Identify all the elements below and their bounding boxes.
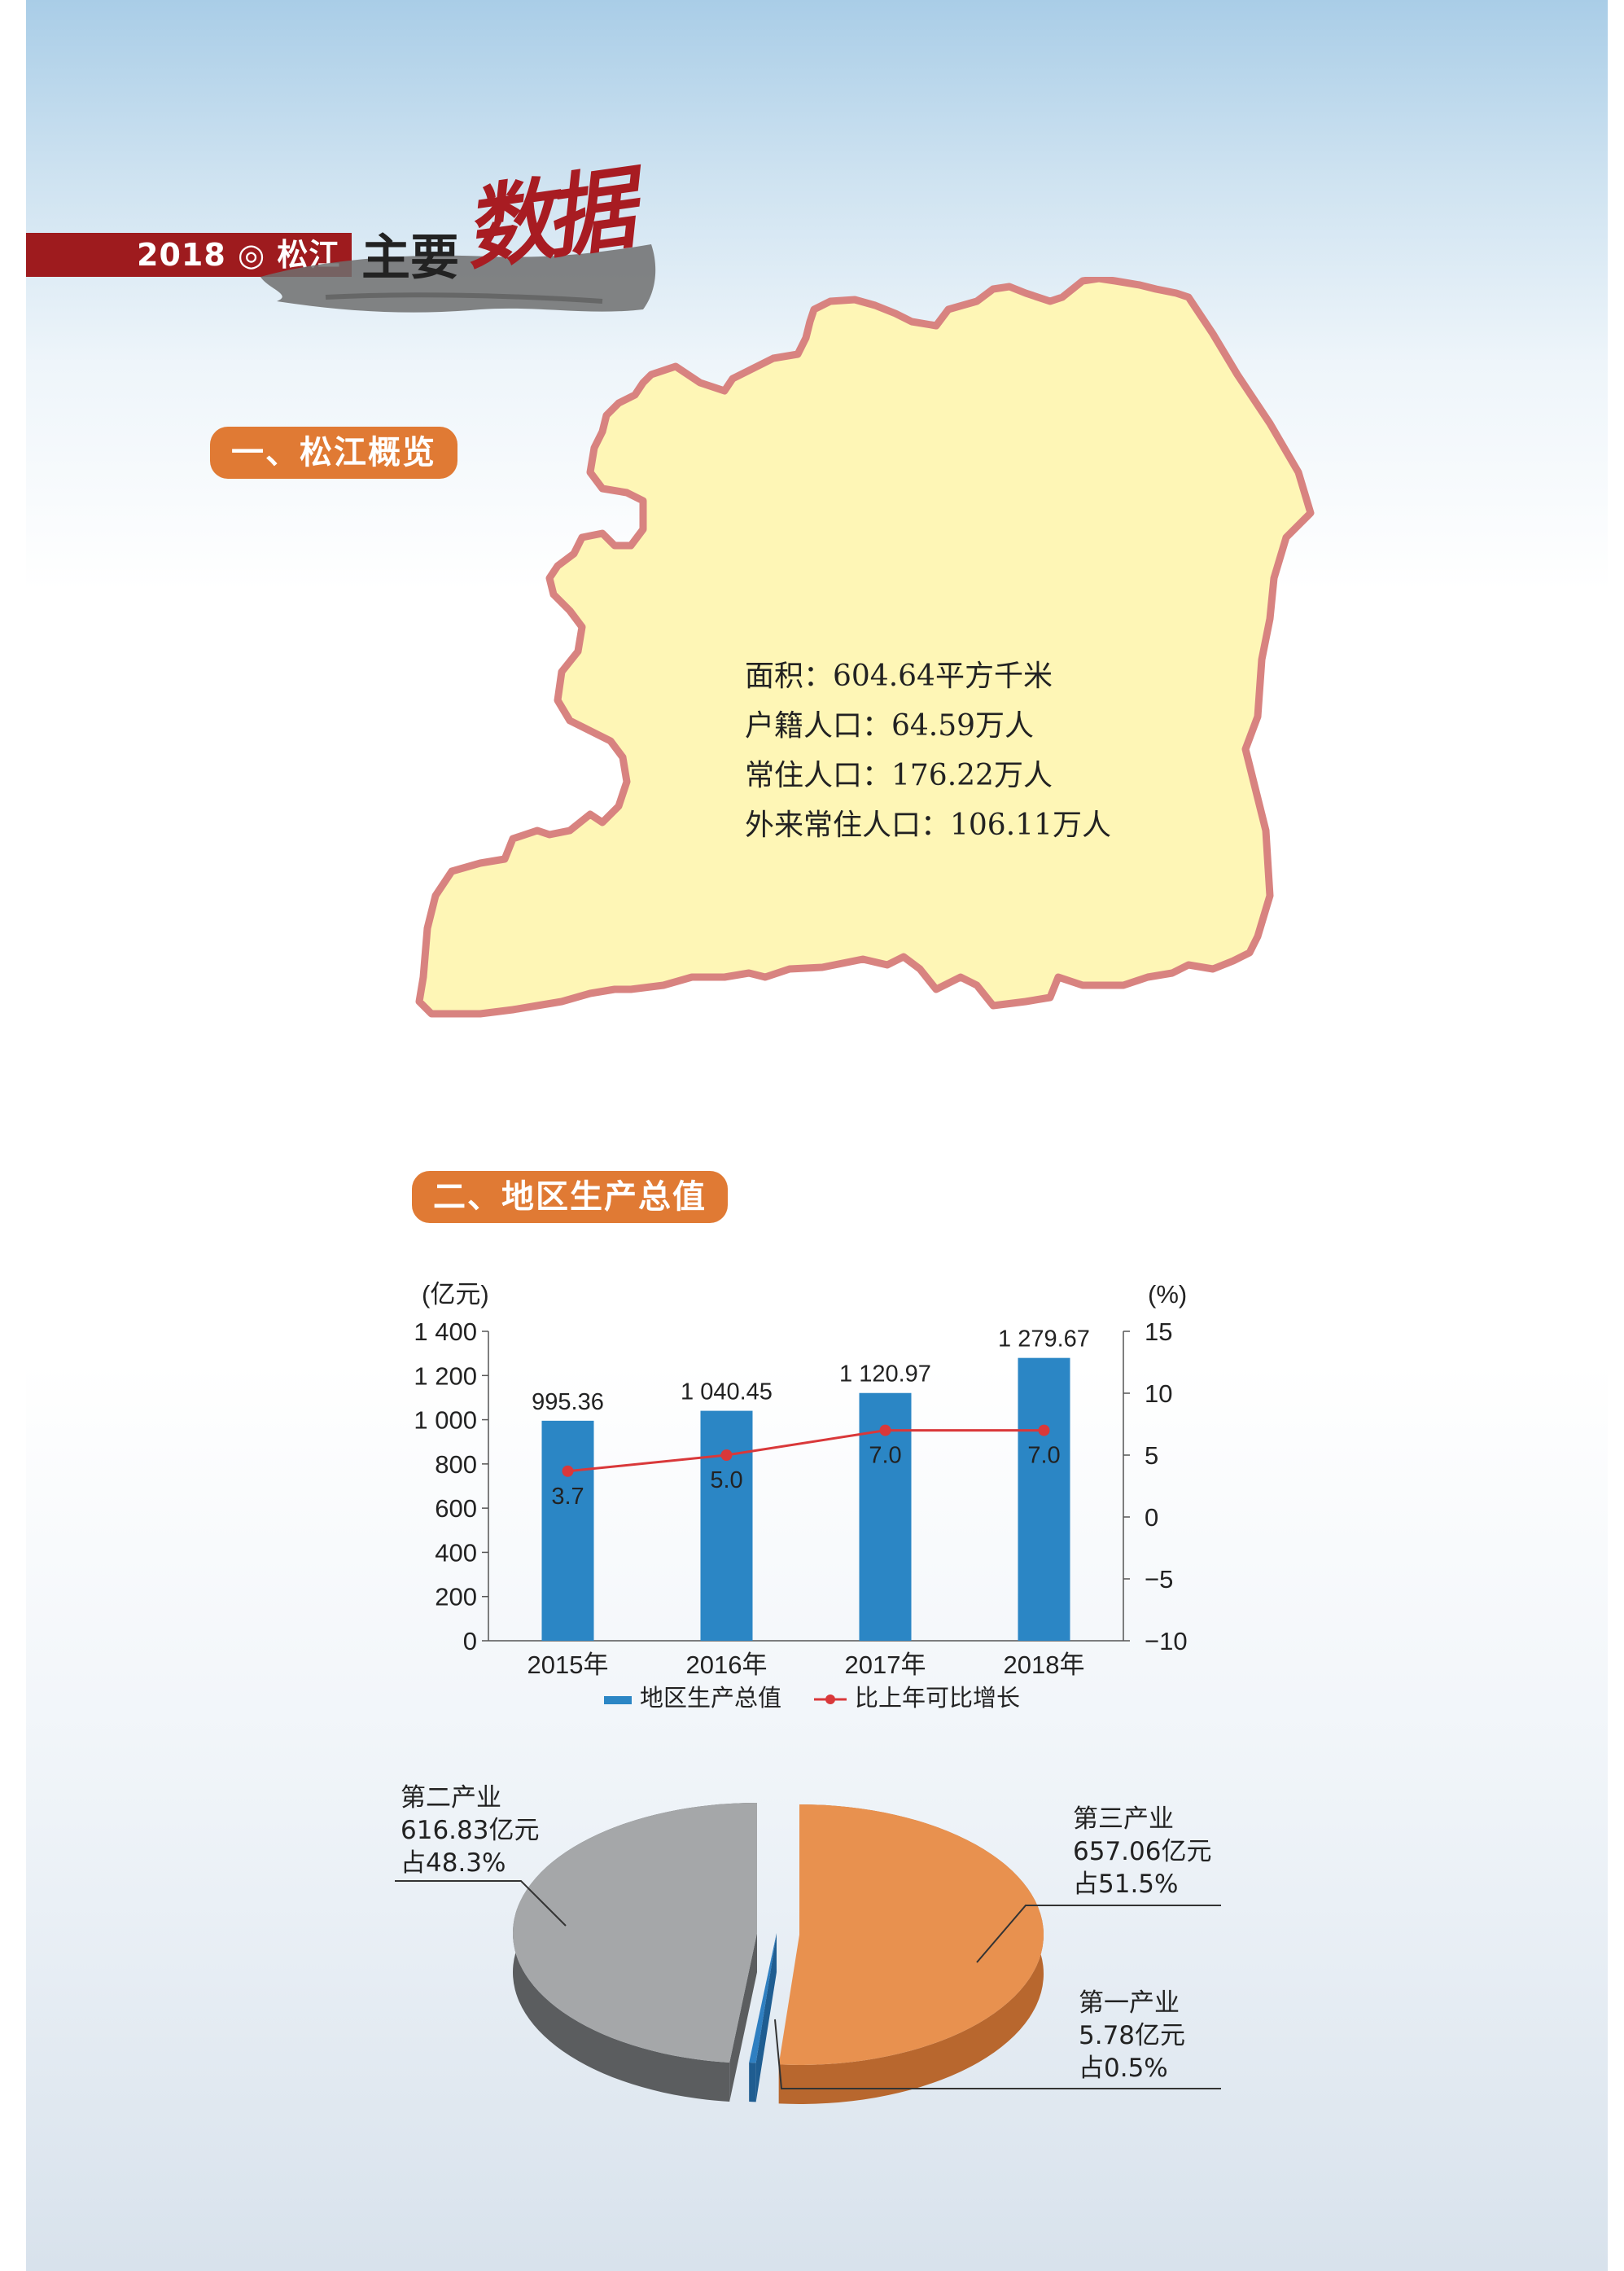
y-right-tick-label: −5 bbox=[1145, 1565, 1173, 1594]
growth-label: 5.0 bbox=[710, 1467, 742, 1493]
pie-label-primary: 第一产业 5.78亿元 占0.5% bbox=[1079, 1987, 1185, 2085]
x-tick-label: 2018年 bbox=[1004, 1651, 1085, 1679]
gdp-bar bbox=[700, 1410, 753, 1641]
pie-label-secondary-share: 占48.3% bbox=[401, 1848, 506, 1878]
legend-bar-swatch bbox=[604, 1696, 632, 1704]
pie-slice-primary-wall bbox=[755, 1933, 777, 2102]
legend-line-marker bbox=[825, 1694, 835, 1704]
pie-slice-secondary-wall bbox=[729, 1933, 757, 2102]
y-left-tick-label: 600 bbox=[435, 1494, 477, 1523]
legend-bar-label: 地区生产总值 bbox=[640, 1685, 781, 1712]
growth-label: 7.0 bbox=[869, 1443, 901, 1469]
growth-point bbox=[1038, 1424, 1050, 1436]
songjiang-map bbox=[415, 277, 1315, 1018]
pie-slice-tertiary bbox=[778, 1804, 1044, 2065]
header-brush-stroke bbox=[260, 244, 656, 313]
y-left-tick-label: 1 000 bbox=[414, 1406, 477, 1435]
industry-pie-chart bbox=[395, 1803, 1221, 2104]
leader-line-secondary bbox=[395, 1880, 567, 1927]
y-left-tick-label: 800 bbox=[435, 1450, 477, 1479]
y-right-tick-label: 10 bbox=[1145, 1379, 1172, 1408]
pie-label-tertiary-value: 657.06亿元 bbox=[1073, 1837, 1212, 1866]
legend-line-label: 比上年可比增长 bbox=[855, 1685, 1020, 1712]
overview-facts: 面积：604.64平方千米 户籍人口：64.59万人 常住人口：176.22万人… bbox=[745, 651, 1111, 850]
pie-label-secondary: 第二产业 616.83亿元 占48.3% bbox=[401, 1782, 539, 1879]
leader-line-tertiary bbox=[976, 1905, 1221, 1963]
gdp-bar bbox=[1018, 1357, 1070, 1641]
y-right-tick-label: −10 bbox=[1145, 1627, 1188, 1655]
pie-slice-primary bbox=[749, 1933, 777, 2063]
gdp-bar bbox=[541, 1420, 594, 1641]
y-left-tick-label: 200 bbox=[435, 1583, 477, 1611]
growth-line bbox=[567, 1429, 1044, 1473]
y-right-tick-label: 5 bbox=[1145, 1441, 1158, 1470]
pie-slice-primary-side bbox=[749, 2062, 756, 2102]
pie-label-tertiary: 第三产业 657.06亿元 占51.5% bbox=[1073, 1803, 1211, 1901]
gdp-bar-label: 1 120.97 bbox=[839, 1361, 931, 1388]
y-left-tick-label: 400 bbox=[435, 1538, 477, 1567]
x-tick-label: 2017年 bbox=[845, 1651, 926, 1679]
y-left-unit: (亿元) bbox=[422, 1280, 489, 1309]
growth-label: 7.0 bbox=[1027, 1443, 1060, 1469]
page-margin-right bbox=[1608, 0, 1624, 2271]
leader-line-primary bbox=[774, 2019, 1221, 2089]
pie-label-primary-share: 占0.5% bbox=[1079, 2054, 1168, 2083]
pie-label-primary-name: 第一产业 bbox=[1079, 1988, 1180, 2018]
growth-label: 3.7 bbox=[551, 1484, 584, 1510]
x-tick-label: 2015年 bbox=[527, 1651, 609, 1679]
y-left-tick-label: 1 400 bbox=[414, 1317, 477, 1346]
page-margin-left bbox=[0, 0, 26, 2271]
pie-label-primary-value: 5.78亿元 bbox=[1079, 2021, 1186, 2050]
gdp-combo-chart: (亿元) (%) 0 200 400 600 800 1 000 1 200 1 400 −10 −5… bbox=[414, 1280, 1188, 1712]
fact-resident-population: 常住人口：176.22万人 bbox=[745, 759, 1053, 792]
y-left-tick-label: 0 bbox=[463, 1627, 477, 1655]
gdp-bar-label: 1 279.67 bbox=[998, 1326, 1090, 1353]
pie-label-tertiary-share: 占51.5% bbox=[1073, 1870, 1179, 1899]
section-title-gdp: 二、地区生产总值 bbox=[412, 1171, 728, 1223]
x-tick-label: 2016年 bbox=[686, 1651, 768, 1679]
pie-label-secondary-name: 第二产业 bbox=[401, 1783, 501, 1813]
header-title-calligraphy: 数据 bbox=[457, 156, 633, 283]
growth-point bbox=[879, 1424, 891, 1436]
pie-slice-secondary bbox=[513, 1803, 757, 2063]
fact-migrant-population: 外来常住人口：106.11万人 bbox=[745, 809, 1111, 842]
header-title-main: 主要 bbox=[361, 230, 459, 287]
growth-point bbox=[720, 1449, 733, 1461]
y-right-tick-label: 15 bbox=[1145, 1317, 1172, 1346]
fact-area: 面积：604.64平方千米 bbox=[745, 660, 1053, 693]
y-left-tick-label: 1 200 bbox=[414, 1361, 477, 1390]
y-right-tick-label: 0 bbox=[1145, 1503, 1158, 1532]
gdp-bar-label: 1 040.45 bbox=[681, 1379, 773, 1405]
gdp-bar-label: 995.36 bbox=[532, 1389, 604, 1415]
growth-point bbox=[562, 1465, 574, 1477]
section-title-overview: 一、松江概览 bbox=[210, 427, 457, 479]
pie-label-secondary-value: 616.83亿元 bbox=[401, 1816, 540, 1845]
pie-label-tertiary-name: 第三产业 bbox=[1073, 1804, 1174, 1834]
y-right-unit: (%) bbox=[1148, 1280, 1187, 1309]
fact-registered-population: 户籍人口：64.59万人 bbox=[745, 709, 1035, 743]
